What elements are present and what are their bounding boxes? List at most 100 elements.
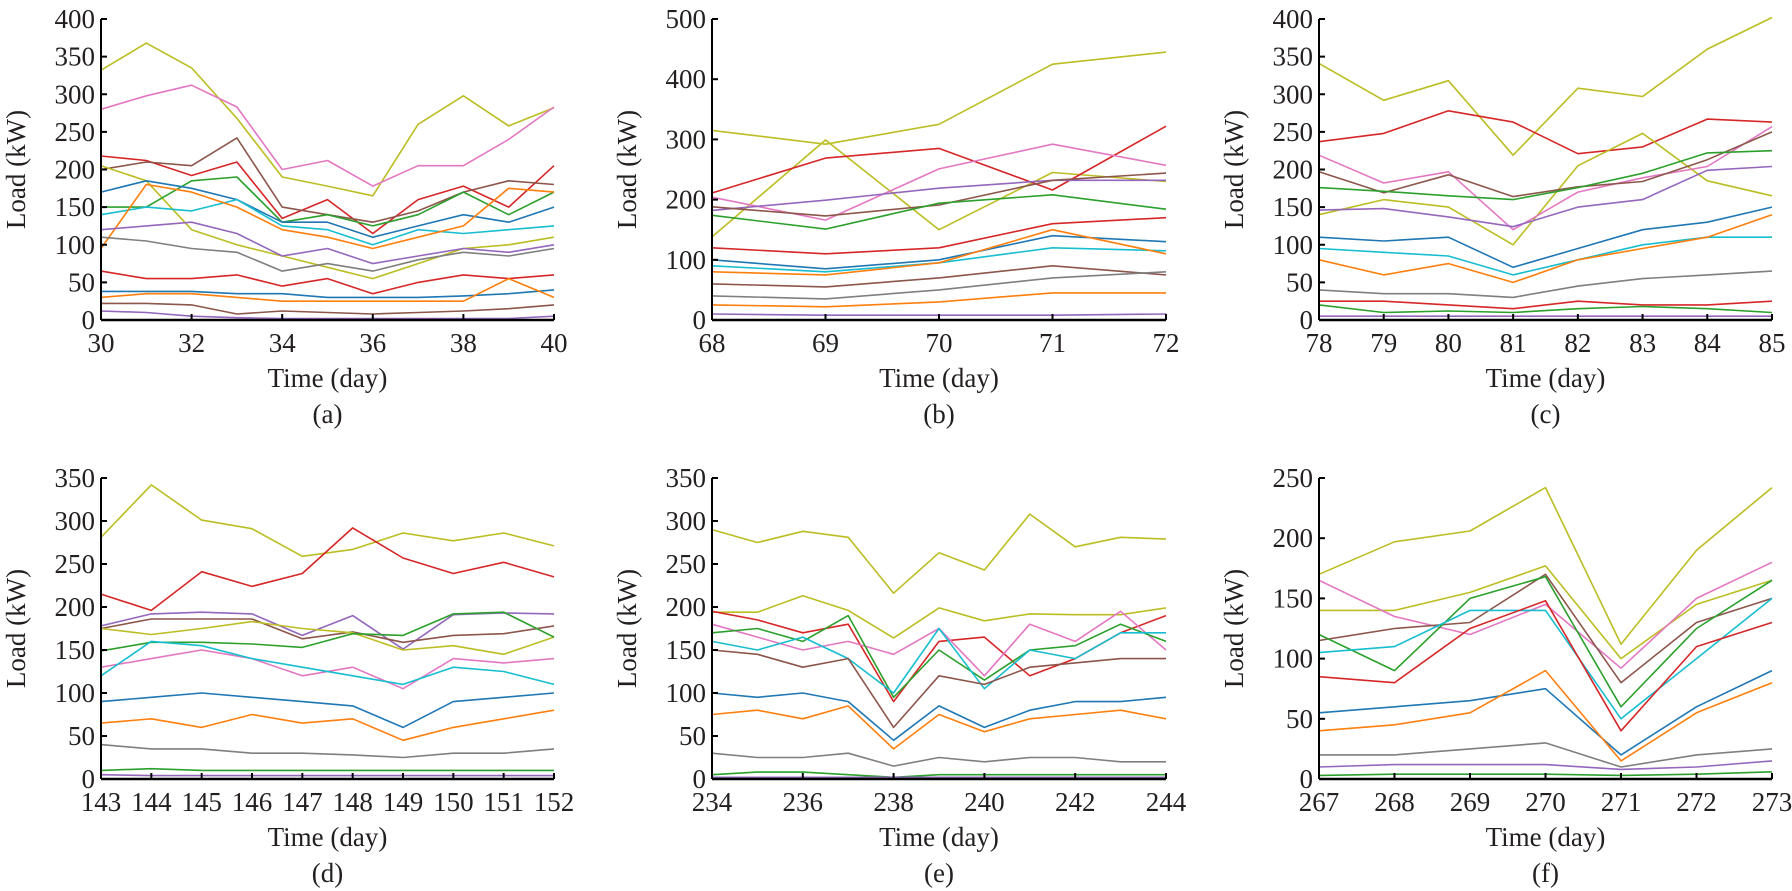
x-tick-label: 78: [1306, 328, 1333, 358]
y-tick-label: 50: [68, 721, 95, 751]
series-line: [100, 611, 555, 652]
series-line: [100, 640, 555, 686]
y-tick-label: 50: [68, 267, 95, 297]
series-line: [711, 172, 1167, 217]
series-line: [711, 692, 1167, 742]
y-tick-label: 100: [1273, 230, 1314, 260]
x-tick-label: 270: [1525, 787, 1566, 817]
x-tick-label: 149: [383, 787, 424, 817]
series-line: [1319, 565, 1773, 660]
series-line: [1318, 669, 1773, 756]
series-line: [101, 302, 555, 315]
series-line: [100, 692, 555, 729]
y-tick-label: 0: [693, 305, 707, 335]
series-line: [711, 234, 1167, 270]
y-tick-label: 350: [55, 463, 96, 493]
series-line: [711, 771, 1166, 779]
y-tick-label: 150: [666, 635, 707, 665]
x-tick-label: 152: [534, 787, 575, 817]
series-line: [1318, 304, 1773, 314]
x-tick-label: 85: [1759, 328, 1786, 358]
y-tick-label: 200: [55, 592, 96, 622]
series-line: [100, 620, 555, 656]
subplot-caption: (f): [1532, 858, 1559, 888]
y-tick-label: 250: [1273, 117, 1314, 147]
series-line: [1318, 760, 1773, 771]
series-line: [1318, 599, 1773, 732]
series-line: [1318, 131, 1773, 198]
y-tick-label: 0: [82, 764, 96, 794]
series-line: [711, 179, 1166, 212]
y-tick-label: 200: [666, 185, 707, 215]
series-line: [1318, 16, 1773, 156]
x-tick-label: 83: [1629, 328, 1656, 358]
y-tick-label: 300: [666, 506, 707, 536]
subplot-caption: (d): [312, 858, 343, 888]
x-tick-label: 40: [541, 328, 568, 358]
series-line: [100, 773, 554, 777]
x-tick-label: 79: [1370, 328, 1397, 358]
series-line: [100, 767, 554, 772]
y-axis-label: Load (kW): [1, 569, 31, 688]
series-line: [711, 627, 1166, 694]
y-tick-label: 250: [1273, 463, 1314, 493]
series-line: [1318, 270, 1773, 299]
subplot-e: 0 50 100 150 200 250 300 350 234 236 238 240 242 244 T…: [612, 463, 1187, 888]
y-tick-label: 0: [1300, 764, 1314, 794]
series-group: [100, 484, 555, 777]
x-axis-label: Time (day): [268, 363, 388, 393]
x-tick-label: 238: [873, 787, 914, 817]
series-line: [1318, 561, 1773, 670]
y-tick-label: 250: [55, 549, 96, 579]
x-tick-label: 82: [1564, 328, 1591, 358]
y-tick-label: 150: [55, 192, 96, 222]
y-tick-label: 350: [1273, 42, 1314, 72]
series-line: [100, 277, 555, 303]
series-line: [1318, 236, 1772, 276]
subplot-caption: (b): [923, 399, 954, 429]
subplot-caption: (c): [1531, 399, 1561, 429]
y-tick-label: 250: [666, 549, 707, 579]
y-tick-label: 400: [1273, 4, 1314, 34]
y-tick-label: 100: [55, 230, 96, 260]
series-line: [1319, 742, 1773, 768]
y-axis-label: Load (kW): [1219, 569, 1249, 688]
y-tick-label: 0: [693, 764, 707, 794]
series-line: [711, 271, 1167, 300]
y-tick-label: 200: [55, 155, 96, 185]
x-tick-label: 242: [1055, 787, 1096, 817]
x-tick-label: 38: [450, 328, 477, 358]
x-tick-label: 244: [1146, 787, 1187, 817]
series-line: [711, 228, 1167, 276]
series-line: [100, 236, 555, 272]
series-group: [100, 42, 555, 320]
x-tick-label: 36: [359, 328, 386, 358]
series-line: [1318, 575, 1773, 708]
y-tick-label: 150: [1273, 192, 1314, 222]
x-tick-label: 80: [1435, 328, 1462, 358]
subplot-b: 0 100 200 300 400 500 68 69 70 71 72 Time (day) (b) L…: [612, 4, 1180, 429]
series-line: [1318, 206, 1773, 269]
y-axis-label: Load (kW): [1219, 110, 1249, 229]
series-line: [100, 221, 555, 265]
x-tick-label: 145: [181, 787, 222, 817]
series-line: [100, 270, 555, 295]
x-tick-label: 72: [1153, 328, 1180, 358]
y-tick-label: 200: [1273, 155, 1314, 185]
series-line: [712, 594, 1167, 639]
series-line: [100, 527, 555, 612]
series-line: [1318, 597, 1773, 720]
y-tick-label: 300: [666, 124, 707, 154]
series-line: [711, 125, 1167, 194]
y-tick-label: 300: [55, 506, 96, 536]
series-line: [711, 51, 1167, 145]
series-group: [1318, 486, 1773, 777]
subplot-caption: (a): [313, 399, 343, 429]
y-tick-label: 150: [1273, 583, 1314, 613]
y-tick-label: 400: [666, 64, 707, 94]
x-tick-label: 70: [926, 328, 953, 358]
y-tick-label: 400: [55, 4, 96, 34]
x-axis-label: Time (day): [268, 822, 388, 852]
series-line: [100, 42, 555, 197]
x-tick-label: 69: [812, 328, 839, 358]
